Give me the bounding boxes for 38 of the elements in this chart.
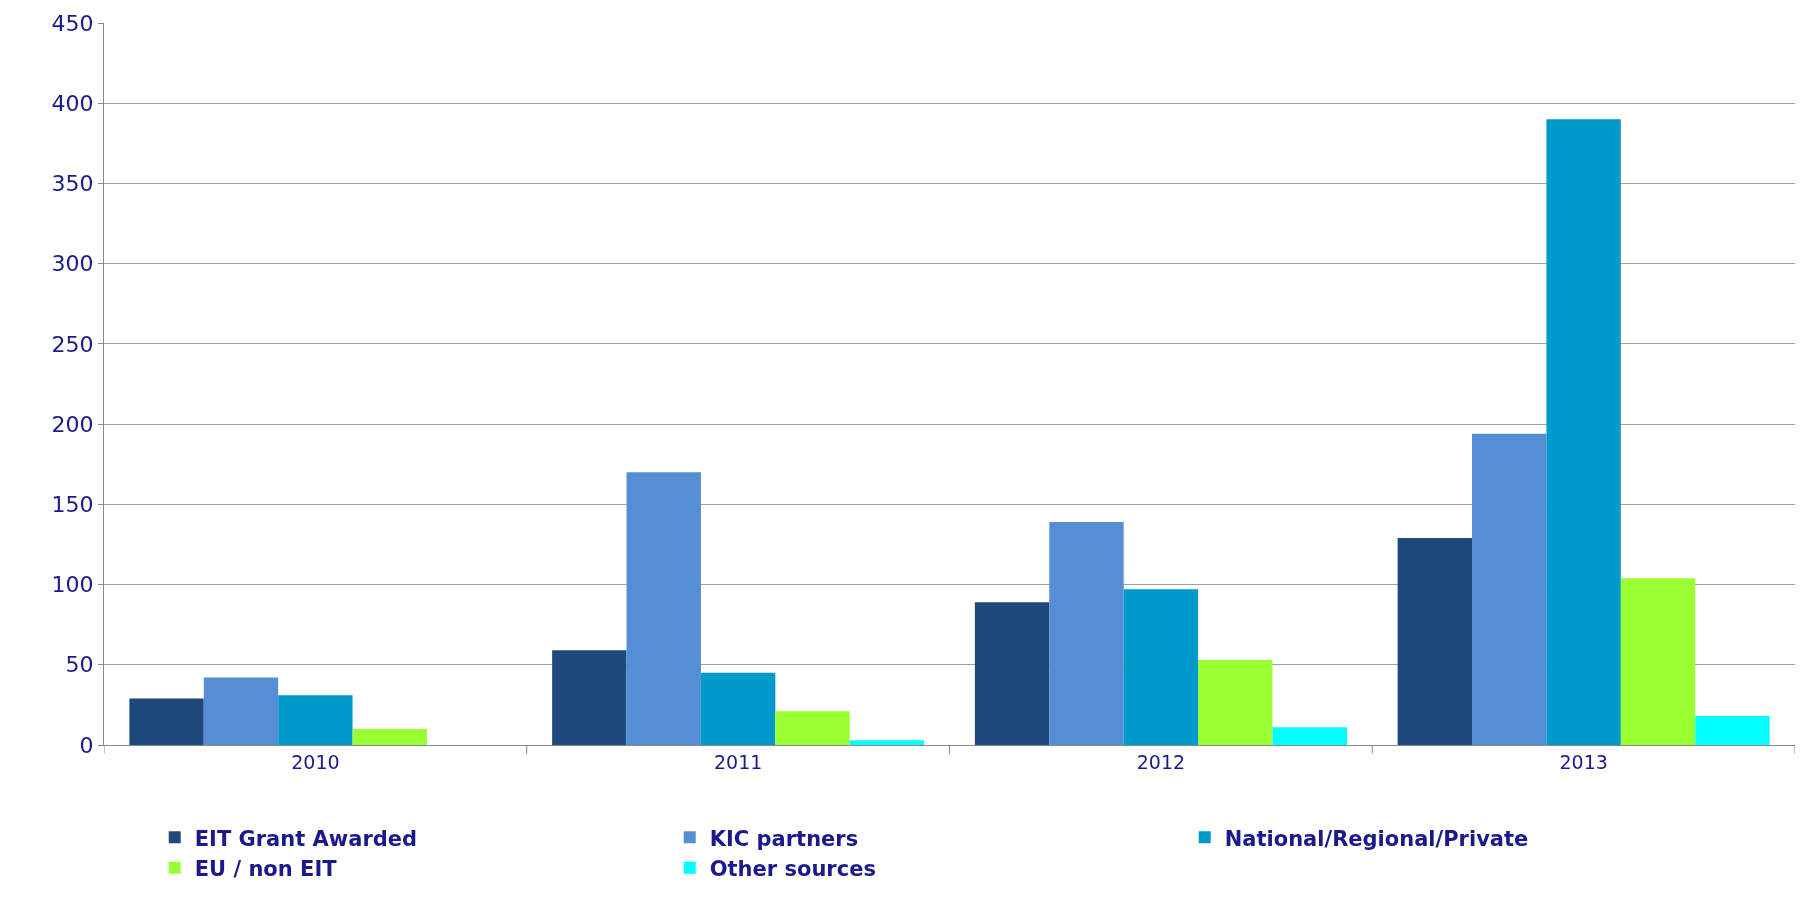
- y-tick-label: 300: [51, 251, 94, 277]
- legend-label: Other sources: [709, 856, 876, 881]
- bar: [1123, 589, 1199, 745]
- bar: [1546, 119, 1621, 745]
- bar: [552, 650, 627, 745]
- bar: [1695, 716, 1770, 745]
- x-tick-label: 2013: [1559, 750, 1608, 773]
- bar: [775, 711, 850, 745]
- bar: [278, 695, 353, 745]
- legend-label: National/Regional/Private: [1224, 826, 1529, 851]
- bar: [352, 728, 427, 745]
- y-tick-label: 0: [79, 732, 94, 758]
- y-tick-label: 50: [65, 652, 94, 678]
- legend-label: EU / non EIT: [194, 856, 338, 881]
- y-tick-label: 200: [51, 411, 94, 437]
- legend-label: KIC partners: [709, 826, 859, 851]
- bar: [1198, 659, 1273, 745]
- bar: [1397, 538, 1473, 745]
- x-tick-label: 2010: [291, 750, 340, 773]
- bar: [1620, 578, 1696, 745]
- bar: [1049, 521, 1124, 745]
- bar: [626, 472, 701, 745]
- y-tick-label: 400: [51, 90, 94, 116]
- x-tick-label: 2012: [1136, 750, 1186, 773]
- bar: [1472, 433, 1547, 745]
- legend-label: EIT Grant Awarded: [194, 826, 418, 851]
- y-tick-label: 350: [51, 171, 94, 197]
- bar: [974, 602, 1050, 745]
- bar: [129, 698, 204, 745]
- y-tick-label: 100: [51, 572, 94, 598]
- x-tick-label: 2011: [713, 750, 763, 773]
- bar: [203, 677, 279, 745]
- bar: [700, 672, 776, 745]
- y-tick-label: 450: [51, 10, 94, 36]
- y-tick-label: 250: [51, 331, 94, 357]
- bar: [1272, 727, 1347, 745]
- bar: [849, 740, 925, 745]
- y-tick-label: 150: [51, 492, 94, 518]
